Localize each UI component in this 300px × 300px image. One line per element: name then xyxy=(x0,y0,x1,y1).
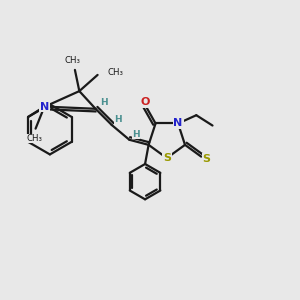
Text: S: S xyxy=(202,154,211,164)
Text: CH₃: CH₃ xyxy=(26,134,42,143)
Text: CH₃: CH₃ xyxy=(64,56,81,65)
Text: N: N xyxy=(173,118,183,128)
Text: H: H xyxy=(132,130,140,139)
Text: CH₃: CH₃ xyxy=(107,68,123,77)
Text: O: O xyxy=(141,97,150,107)
Text: H: H xyxy=(114,115,122,124)
Text: S: S xyxy=(163,153,171,163)
Text: H: H xyxy=(100,98,108,107)
Text: N: N xyxy=(40,102,49,112)
